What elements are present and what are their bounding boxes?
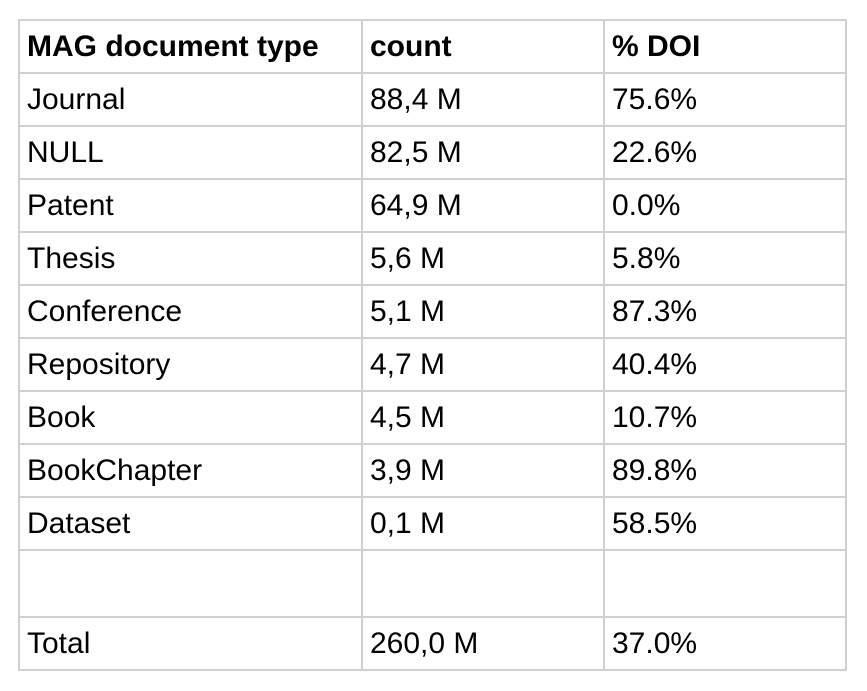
cell-count: 4,5 M xyxy=(361,390,605,445)
header-row: MAG document type count % DOI xyxy=(18,19,847,74)
cell-doi-percent xyxy=(603,549,847,618)
cell-document-type: Journal xyxy=(18,72,363,127)
cell-count: 0,1 M xyxy=(361,496,605,551)
total-row: Total 260,0 M 37.0% xyxy=(18,616,847,671)
table-row: BookChapter 3,9 M 89.8% xyxy=(18,443,847,498)
cell-count: 64,9 M xyxy=(361,178,605,233)
cell-count: 82,5 M xyxy=(361,125,605,180)
header-doi-percent: % DOI xyxy=(603,19,847,74)
cell-doi-percent: 40.4% xyxy=(603,337,847,392)
cell-doi-percent: 87.3% xyxy=(603,284,847,339)
cell-doi-percent: 10.7% xyxy=(603,390,847,445)
table-row: Journal 88,4 M 75.6% xyxy=(18,72,847,127)
cell-doi-percent: 5.8% xyxy=(603,231,847,286)
cell-document-type: NULL xyxy=(18,125,363,180)
table-row: Dataset 0,1 M 58.5% xyxy=(18,496,847,551)
cell-document-type: Conference xyxy=(18,284,363,339)
empty-row xyxy=(18,549,847,618)
header-count: count xyxy=(361,19,605,74)
cell-count: 5,6 M xyxy=(361,231,605,286)
table-row: Thesis 5,6 M 5.8% xyxy=(18,231,847,286)
cell-doi-percent: 75.6% xyxy=(603,72,847,127)
header-document-type: MAG document type xyxy=(18,19,363,74)
cell-document-type: Dataset xyxy=(18,496,363,551)
cell-document-type: Thesis xyxy=(18,231,363,286)
cell-document-type: Repository xyxy=(18,337,363,392)
cell-count: 3,9 M xyxy=(361,443,605,498)
table-row: NULL 82,5 M 22.6% xyxy=(18,125,847,180)
cell-count: 5,1 M xyxy=(361,284,605,339)
cell-total-doi-percent: 37.0% xyxy=(603,616,847,671)
cell-document-type: Book xyxy=(18,390,363,445)
cell-doi-percent: 89.8% xyxy=(603,443,847,498)
cell-count xyxy=(361,549,605,618)
cell-total-label: Total xyxy=(18,616,363,671)
cell-doi-percent: 22.6% xyxy=(603,125,847,180)
cell-doi-percent: 58.5% xyxy=(603,496,847,551)
table-row: Conference 5,1 M 87.3% xyxy=(18,284,847,339)
cell-document-type: BookChapter xyxy=(18,443,363,498)
document-type-table: MAG document type count % DOI Journal 88… xyxy=(18,19,847,671)
cell-doi-percent: 0.0% xyxy=(603,178,847,233)
table-row: Book 4,5 M 10.7% xyxy=(18,390,847,445)
cell-count: 88,4 M xyxy=(361,72,605,127)
cell-count: 4,7 M xyxy=(361,337,605,392)
table-row: Patent 64,9 M 0.0% xyxy=(18,178,847,233)
cell-document-type xyxy=(18,549,363,618)
cell-total-count: 260,0 M xyxy=(361,616,605,671)
cell-document-type: Patent xyxy=(18,178,363,233)
table-row: Repository 4,7 M 40.4% xyxy=(18,337,847,392)
